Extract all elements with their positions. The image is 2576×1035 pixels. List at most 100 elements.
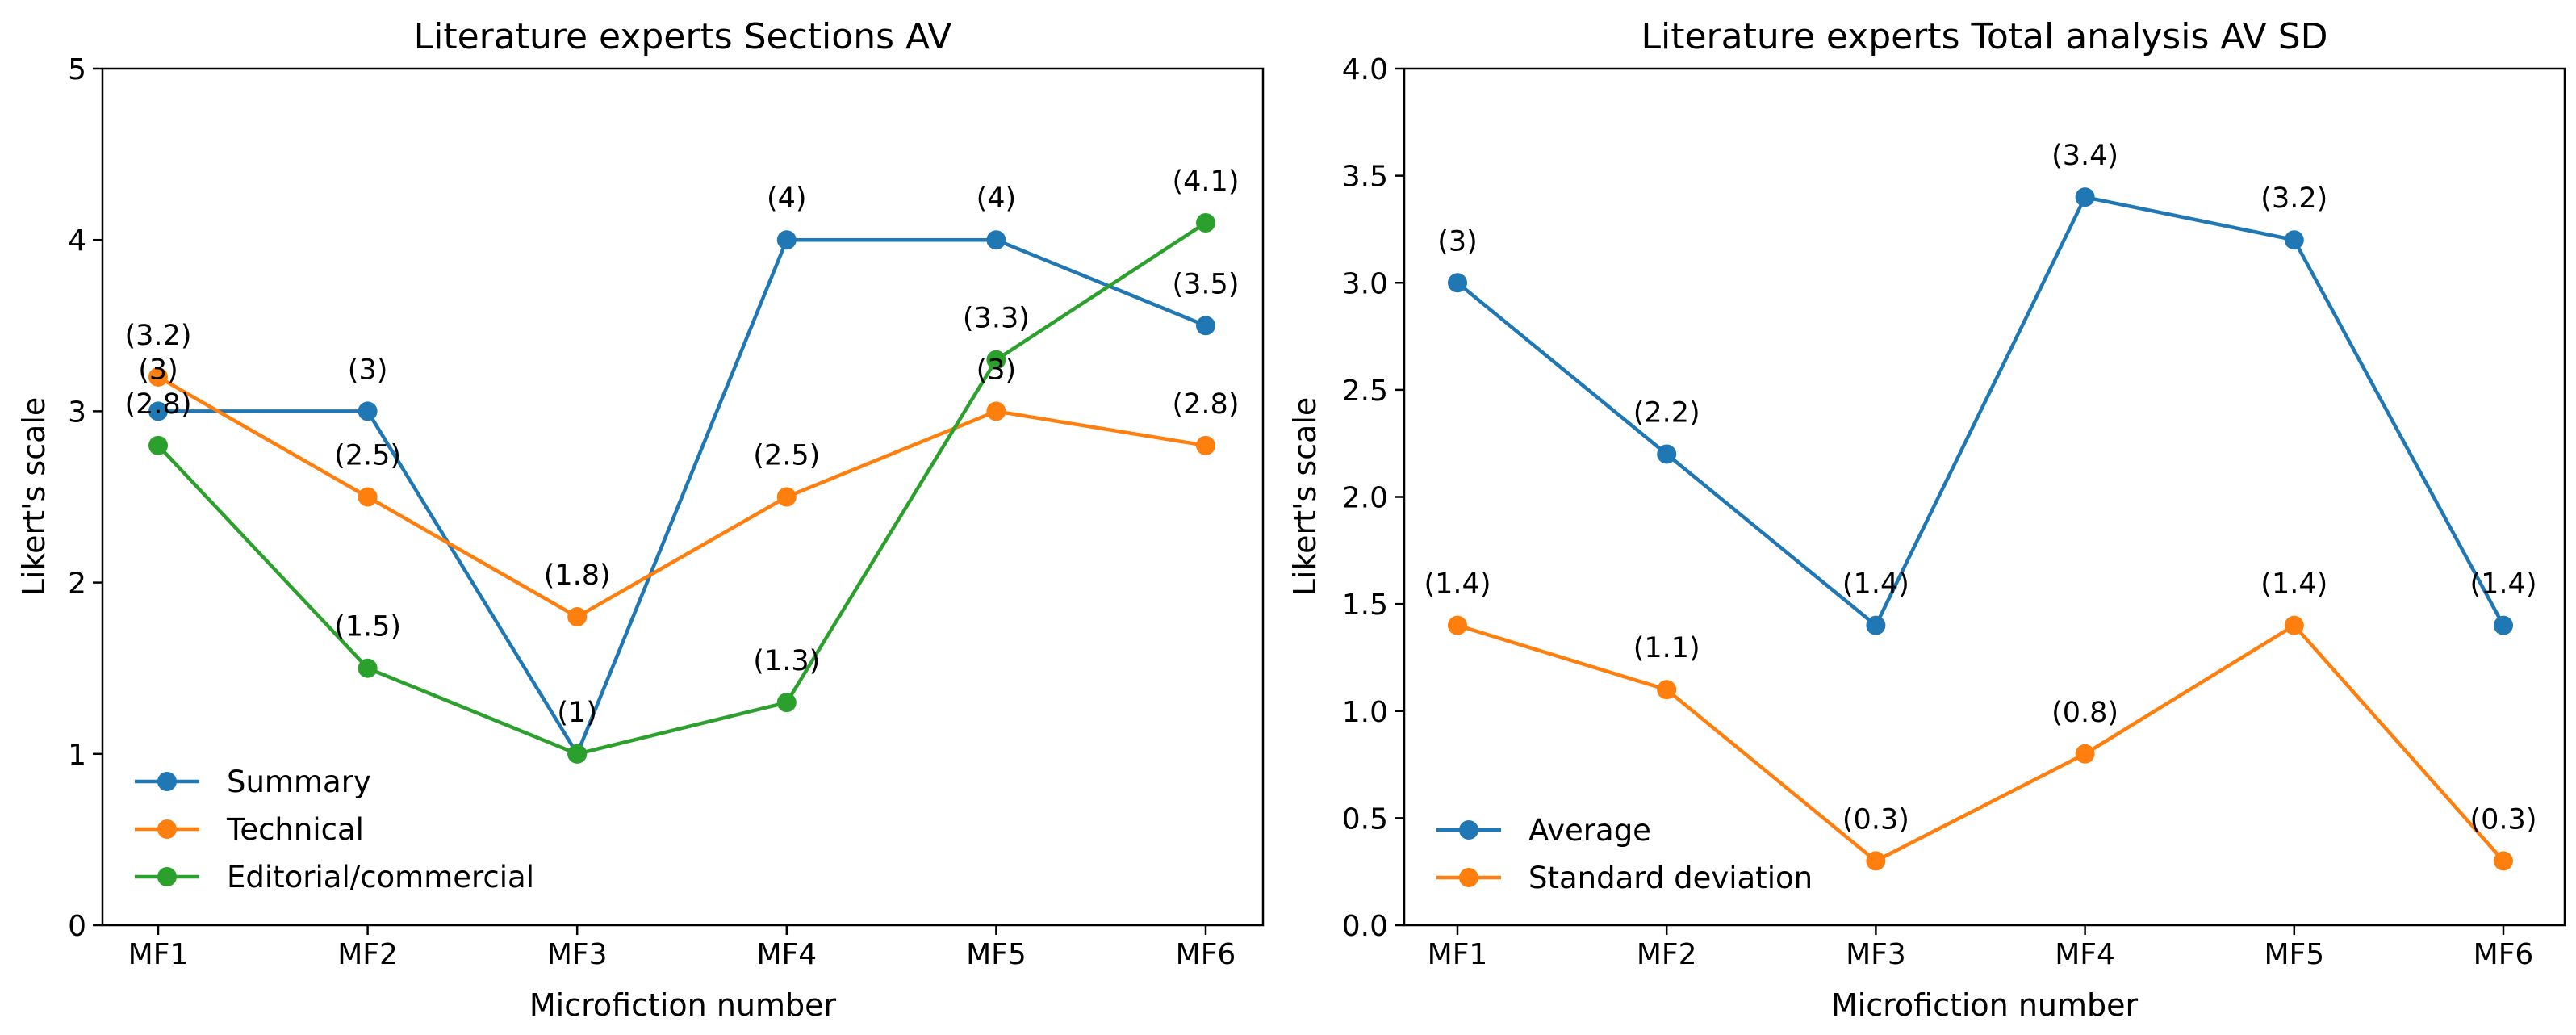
data-label: (1.4) xyxy=(2260,568,2327,601)
y-tick-label: 1 xyxy=(68,739,86,772)
data-label: (1.3) xyxy=(753,645,820,677)
x-tick-label: MF5 xyxy=(2264,938,2324,971)
axes-frame xyxy=(1403,67,2566,927)
data-point xyxy=(776,487,797,507)
data-label: (3.5) xyxy=(1173,268,1240,300)
x-axis-label: Microfiction number xyxy=(1831,987,2139,1023)
data-label: (2.8) xyxy=(125,388,192,421)
x-tick-label: MF6 xyxy=(2474,938,2534,971)
x-tick-label: MF4 xyxy=(756,938,817,971)
data-label: (2.5) xyxy=(334,440,401,472)
data-label: (2.8) xyxy=(1173,388,1240,421)
legend-label: Average xyxy=(1528,813,1651,848)
series-line-summary xyxy=(158,237,1206,756)
chart-sections-av: Literature experts Sections AV (3) (3) (1)… xyxy=(16,16,1265,1023)
axes-frame xyxy=(101,67,1265,927)
data-point xyxy=(2075,187,2095,207)
data-point xyxy=(1866,615,1886,635)
axes: MF1 MF2 MF3 MF4 MF5 MF6 0 1 2 3 4 5 xyxy=(68,53,1236,971)
axes: MF1 MF2 MF3 MF4 MF5 MF6 0.0 0.5 1.0 1.5 2.0 2.5 3.0 3… xyxy=(1342,53,2534,971)
data-point xyxy=(358,487,378,507)
data-label: (1.1) xyxy=(1633,632,1700,664)
legend-marker xyxy=(1459,820,1478,840)
chart-total-analysis: Literature experts Total analysis AV SD … xyxy=(1287,16,2566,1023)
data-label: (1.5) xyxy=(334,611,401,643)
legend-label: Standard deviation xyxy=(1528,861,1813,895)
data-label: (3) xyxy=(1437,225,1478,258)
data-label: (4) xyxy=(767,182,807,215)
x-tick-label: MF5 xyxy=(966,938,1027,971)
data-label: (1.4) xyxy=(1424,568,1491,601)
data-label: (3.2) xyxy=(2260,182,2327,215)
y-axis-label: Likert's scale xyxy=(16,397,52,597)
data-point xyxy=(567,744,588,764)
plot-area: (3) (3) (1) (4) (4) (3.5) (3.2) (2.5) (1.8) (2.5)… xyxy=(125,166,1240,764)
data-label: (3.3) xyxy=(963,303,1030,335)
y-tick-label: 0.5 xyxy=(1342,802,1388,836)
data-point xyxy=(986,401,1006,421)
data-point xyxy=(1448,615,1467,635)
y-tick-label: 4 xyxy=(68,224,86,258)
y-tick-label: 3.5 xyxy=(1342,161,1388,194)
data-label: (0.3) xyxy=(1842,803,1909,836)
chart-title: Literature experts Total analysis AV SD xyxy=(1641,16,2327,57)
y-tick-label: 0.0 xyxy=(1342,910,1388,943)
data-point xyxy=(2075,744,2095,764)
data-point xyxy=(986,350,1006,370)
data-point xyxy=(358,401,378,421)
data-point xyxy=(776,693,797,713)
legend-label: Technical xyxy=(226,812,364,847)
data-label: (3) xyxy=(348,354,388,386)
plot-area: (3) (2.2) (1.4) (3.4) (3.2) (1.4) (1.4) (1.1) (0… xyxy=(1424,140,2537,871)
data-point xyxy=(148,435,168,455)
data-label: (3.4) xyxy=(2051,140,2118,172)
y-tick-label: 2.0 xyxy=(1342,482,1388,515)
x-axis-label: Microfiction number xyxy=(529,987,837,1023)
data-point xyxy=(148,401,168,421)
data-point xyxy=(776,230,797,250)
data-label: (3.2) xyxy=(125,320,192,352)
data-point xyxy=(148,367,168,387)
x-tick-label: MF3 xyxy=(1846,938,1906,971)
series-line-editorial-commercial xyxy=(157,221,1207,756)
legend: Average Standard deviation xyxy=(1436,813,1813,895)
data-label: (1.4) xyxy=(1842,568,1909,601)
data-point xyxy=(2494,851,2513,871)
data-point xyxy=(1866,851,1886,871)
data-point xyxy=(2494,615,2513,635)
data-point xyxy=(1196,316,1215,336)
series-line-technical xyxy=(157,375,1206,619)
data-label: (1.4) xyxy=(2470,568,2537,601)
data-label: (4.1) xyxy=(1173,166,1240,198)
y-tick-label: 2.5 xyxy=(1342,375,1388,408)
data-label: (2.5) xyxy=(753,440,820,472)
data-label: (4) xyxy=(976,182,1017,215)
x-tick-label: MF1 xyxy=(128,938,189,971)
data-label: (0.8) xyxy=(2051,697,2118,729)
data-point xyxy=(567,607,588,627)
y-tick-label: 1.0 xyxy=(1342,696,1388,729)
y-axis-label: Likert's scale xyxy=(1287,397,1323,597)
data-point xyxy=(2284,615,2304,635)
x-tick-label: MF1 xyxy=(1428,938,1488,971)
legend: Summary Technical Editorial/commercial xyxy=(135,765,534,895)
x-tick-label: MF4 xyxy=(2055,938,2115,971)
data-label: (1.8) xyxy=(544,559,611,592)
x-tick-label: MF2 xyxy=(337,938,398,971)
data-point xyxy=(2284,230,2304,250)
data-label: (1) xyxy=(557,697,597,729)
y-tick-label: 2 xyxy=(68,568,86,601)
data-label: (0.3) xyxy=(2470,803,2537,836)
series-line-average xyxy=(1456,195,2505,627)
data-point xyxy=(358,658,378,678)
data-point xyxy=(1196,212,1215,233)
data-point xyxy=(1196,435,1215,455)
data-label: (2.2) xyxy=(1633,396,1700,429)
x-tick-label: MF2 xyxy=(1637,938,1697,971)
data-label: (3) xyxy=(976,354,1017,386)
legend-marker xyxy=(157,772,177,791)
y-tick-label: 0 xyxy=(68,910,86,943)
y-tick-label: 5 xyxy=(68,53,86,86)
legend-label: Summary xyxy=(227,765,371,799)
y-tick-label: 3 xyxy=(68,396,86,429)
